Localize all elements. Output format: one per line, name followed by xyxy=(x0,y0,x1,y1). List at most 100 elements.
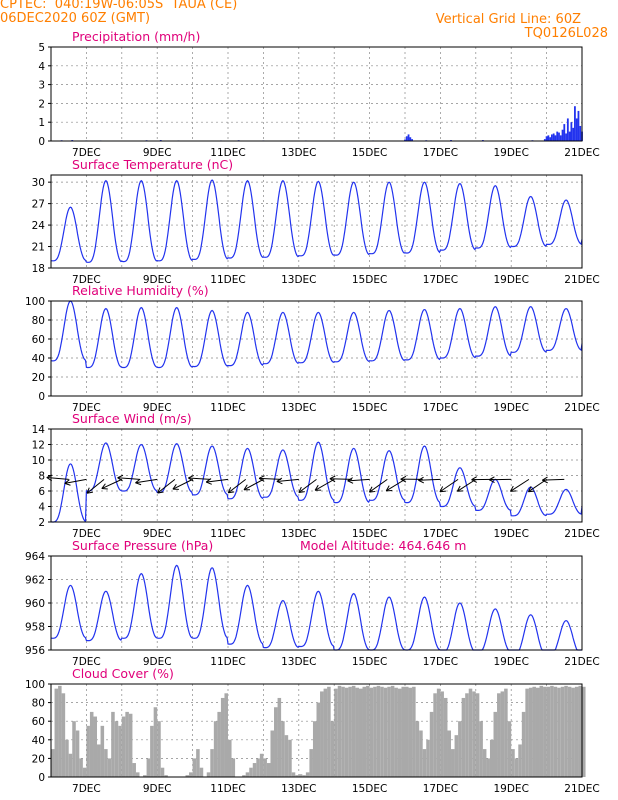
cloud-cover-bar xyxy=(54,688,59,777)
cloud-cover-bar xyxy=(274,707,278,777)
panel-title: Surface Pressure (hPa) xyxy=(72,538,213,553)
x-tick-label: 21DEC xyxy=(564,402,599,414)
series-line xyxy=(50,564,582,651)
x-tick-label: 7DEC xyxy=(72,656,101,668)
x-tick-label: 13DEC xyxy=(281,783,316,795)
wind-arrow-head xyxy=(227,487,232,493)
y-tick-label: 60 xyxy=(32,334,45,346)
wind-arrow xyxy=(369,478,388,493)
cloud-cover-bar xyxy=(582,686,586,777)
y-tick-label: 0 xyxy=(38,772,45,784)
wind-arrow xyxy=(227,478,247,494)
cloud-cover-bar xyxy=(150,725,154,777)
wind-arrow-head xyxy=(135,478,141,484)
wind-arrow-head xyxy=(528,490,535,493)
precip-bar xyxy=(572,127,575,141)
y-tick-label: 80 xyxy=(32,698,45,710)
cloud-cover-bar xyxy=(121,716,126,777)
wind-arrow-head xyxy=(172,483,177,490)
cloud-cover-bar xyxy=(415,721,420,777)
cloud-cover-bar xyxy=(270,730,275,777)
cloud-cover-bar xyxy=(571,687,575,777)
cloud-cover-bar xyxy=(535,687,540,777)
cloud-cover-bar xyxy=(578,685,582,777)
x-tick-label: 9DEC xyxy=(143,274,172,286)
cloud-cover-bar xyxy=(196,749,200,777)
cloud-cover-bar xyxy=(560,686,565,777)
wind-arrow xyxy=(101,478,123,490)
wind-arrow-head xyxy=(228,491,235,494)
cloud-cover-bar xyxy=(93,716,98,777)
wind-arrow xyxy=(276,478,299,482)
cloud-cover-bar xyxy=(259,753,264,777)
wind-arrow-head xyxy=(314,484,319,491)
cloud-cover-bar xyxy=(390,685,395,777)
header-line2: 06DEC2020 60Z (GMT) xyxy=(0,11,151,26)
cloud-cover-bar xyxy=(199,767,204,777)
x-tick-label: 7DEC xyxy=(72,402,101,414)
cloud-cover-bar xyxy=(114,721,119,777)
x-tick-label: 17DEC xyxy=(423,528,458,540)
cloud-cover-bar xyxy=(217,711,221,777)
x-tick-label: 17DEC xyxy=(423,274,458,286)
cloud-cover-bar xyxy=(362,686,367,777)
cloud-cover-bar xyxy=(461,697,466,777)
y-tick-label: 6 xyxy=(38,486,45,498)
cloud-cover-bar xyxy=(497,693,501,777)
wind-arrow-head xyxy=(205,478,212,483)
precip-bar xyxy=(552,133,555,141)
x-tick-label: 15DEC xyxy=(352,528,387,540)
x-tick-label: 15DEC xyxy=(352,656,387,668)
cloud-cover-bar xyxy=(224,693,228,777)
precip-bar xyxy=(579,125,582,141)
cloud-cover-bar xyxy=(493,711,498,777)
cloud-cover-bar xyxy=(75,730,80,777)
cloud-cover-bar xyxy=(458,721,462,777)
x-tick-label: 13DEC xyxy=(281,274,316,286)
cloud-cover-bar xyxy=(433,693,437,777)
cloud-cover-bar xyxy=(157,721,161,777)
wind-arrow-head xyxy=(117,474,124,479)
x-tick-label: 13DEC xyxy=(281,402,316,414)
series-line xyxy=(50,300,583,369)
x-tick-label: 19DEC xyxy=(493,528,528,540)
cloud-cover-bar xyxy=(344,687,349,777)
wind-arrow xyxy=(385,478,406,492)
wind-arrow-head xyxy=(205,481,212,485)
cloud-cover-bar xyxy=(291,772,296,777)
y-tick-label: 21 xyxy=(32,242,45,254)
x-tick-label: 13DEC xyxy=(281,656,316,668)
cloud-cover-bar xyxy=(337,685,342,777)
wind-arrow-head xyxy=(347,477,353,482)
header-line1: CPTEC: 040:19W-06:05S TAUA (CE) xyxy=(0,0,238,12)
x-tick-label: 19DEC xyxy=(493,656,528,668)
x-tick-label: 7DEC xyxy=(72,147,101,159)
cloud-cover-bar xyxy=(472,691,476,777)
y-tick-label: 100 xyxy=(25,679,45,691)
x-tick-label: 15DEC xyxy=(352,402,387,414)
wind-arrow-head xyxy=(471,476,477,481)
cloud-cover-bar xyxy=(454,735,459,777)
cloud-cover-bar xyxy=(557,687,561,777)
y-tick-label: 60 xyxy=(32,716,45,728)
cloud-cover-bar xyxy=(465,693,469,777)
wind-arrow-head xyxy=(439,486,444,492)
cloud-cover-bar xyxy=(220,697,225,777)
y-tick-label: 30 xyxy=(32,177,45,189)
cloud-cover-bar xyxy=(412,686,416,777)
cloud-cover-bar xyxy=(107,758,112,777)
cloud-cover-bar xyxy=(252,763,257,777)
cloud-cover-bar xyxy=(210,749,214,777)
x-tick-label: 7DEC xyxy=(72,783,101,795)
x-tick-label: 7DEC xyxy=(72,274,101,286)
cloud-cover-bar xyxy=(348,686,352,777)
cloud-cover-bar xyxy=(312,721,317,777)
y-tick-label: 0 xyxy=(38,136,45,148)
precip-bar xyxy=(549,137,552,141)
y-tick-label: 4 xyxy=(38,61,45,73)
y-tick-label: 0 xyxy=(38,391,45,403)
cloud-cover-bar xyxy=(160,767,165,777)
cloud-cover-bar xyxy=(263,758,267,777)
y-tick-label: 80 xyxy=(32,315,45,327)
cloud-cover-bar xyxy=(514,758,519,777)
